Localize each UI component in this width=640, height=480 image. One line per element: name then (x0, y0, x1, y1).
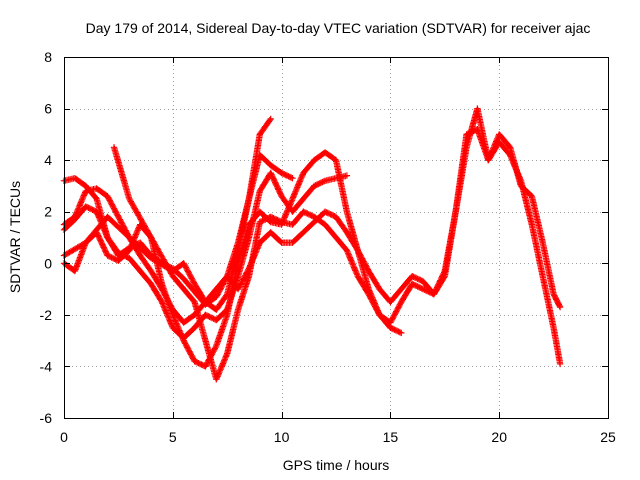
y-axis-label: SDTVAR / TECUs (7, 181, 23, 293)
x-tick-label: 10 (274, 429, 290, 445)
data-layer (60, 105, 564, 383)
y-tick-label: -6 (40, 410, 53, 426)
chart-title: Day 179 of 2014, Sidereal Day-to-day VTE… (86, 20, 591, 36)
x-tick-label: 25 (600, 429, 616, 445)
y-tick-label: 6 (44, 101, 52, 117)
y-tick-label: 2 (44, 204, 52, 220)
tick-layer: 0 5 10 15 20 25 -6 -4 -2 0 2 4 6 8 (40, 49, 616, 445)
x-tick-label: 5 (169, 429, 177, 445)
x-axis-label: GPS time / hours (283, 457, 390, 473)
y-tick-label: -2 (40, 307, 53, 323)
y-tick-label: 8 (44, 49, 52, 65)
y-tick-label: 0 (44, 255, 52, 271)
plot-frame (64, 57, 609, 419)
y-tick-label: 4 (44, 152, 52, 168)
x-tick-label: 20 (491, 429, 507, 445)
x-tick-label: 0 (60, 429, 68, 445)
series-markers (60, 105, 564, 311)
x-tick-label: 15 (383, 429, 399, 445)
y-tick-label: -4 (40, 358, 53, 374)
series-track-6 (60, 105, 564, 311)
